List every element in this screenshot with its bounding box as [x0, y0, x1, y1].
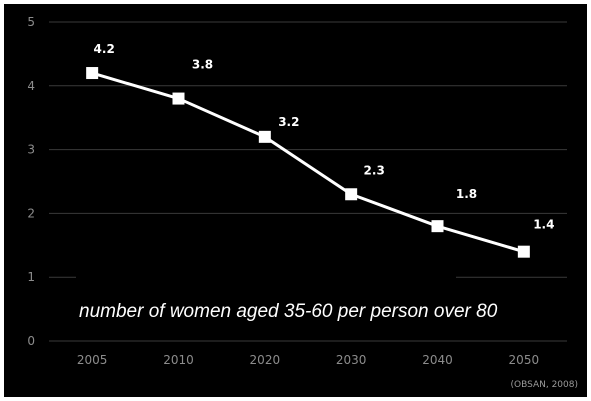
data-point-marker: [86, 67, 99, 80]
x-tick-label: 2005: [77, 353, 108, 367]
x-tick-label: 2020: [250, 353, 281, 367]
y-tick-label: 2: [27, 206, 35, 220]
data-label: 3.2: [278, 115, 299, 129]
data-point-marker: [172, 92, 185, 105]
y-axis-tick-labels: 0 1 2 3 4 5: [27, 15, 35, 348]
y-tick-label: 4: [27, 79, 35, 93]
series-line: [91, 71, 525, 254]
data-point-marker: [431, 220, 444, 233]
data-point-marker: [345, 188, 358, 201]
data-label: 1.4: [533, 218, 554, 232]
series: [86, 67, 530, 258]
x-tick-label: 2030: [336, 353, 367, 367]
x-axis-tick-labels: 2005 2010 2020 2030 2040 2050: [77, 353, 539, 367]
x-tick-label: 2040: [422, 353, 453, 367]
y-tick-label: 1: [27, 270, 35, 284]
data-label: 2.3: [364, 163, 385, 177]
y-tick-label: 3: [27, 143, 35, 157]
data-point-marker: [517, 245, 530, 258]
data-label: 3.8: [192, 58, 213, 72]
data-labels: 4.2 3.8 3.2 2.3 1.8 1.4: [94, 42, 555, 232]
chart-annotation: number of women aged 35-60 per person ov…: [79, 301, 498, 322]
x-tick-label: 2050: [509, 353, 540, 367]
data-label: 4.2: [94, 42, 115, 56]
data-point-marker: [258, 130, 271, 143]
y-tick-label: 0: [27, 334, 35, 348]
x-tick-label: 2010: [163, 353, 194, 367]
chart-frame: 0 1 2 3 4 5 2005 2010 2020 2030 2040 2050 4.2 3.8 3.…: [4, 4, 587, 397]
line-chart: 0 1 2 3 4 5 2005 2010 2020 2030 2040 2050 4.2 3.8 3.…: [27, 15, 578, 390]
caption-background: [76, 261, 456, 299]
data-label: 1.8: [456, 187, 477, 201]
y-tick-label: 5: [27, 15, 35, 29]
source-note: (OBSAN, 2008): [510, 380, 578, 390]
